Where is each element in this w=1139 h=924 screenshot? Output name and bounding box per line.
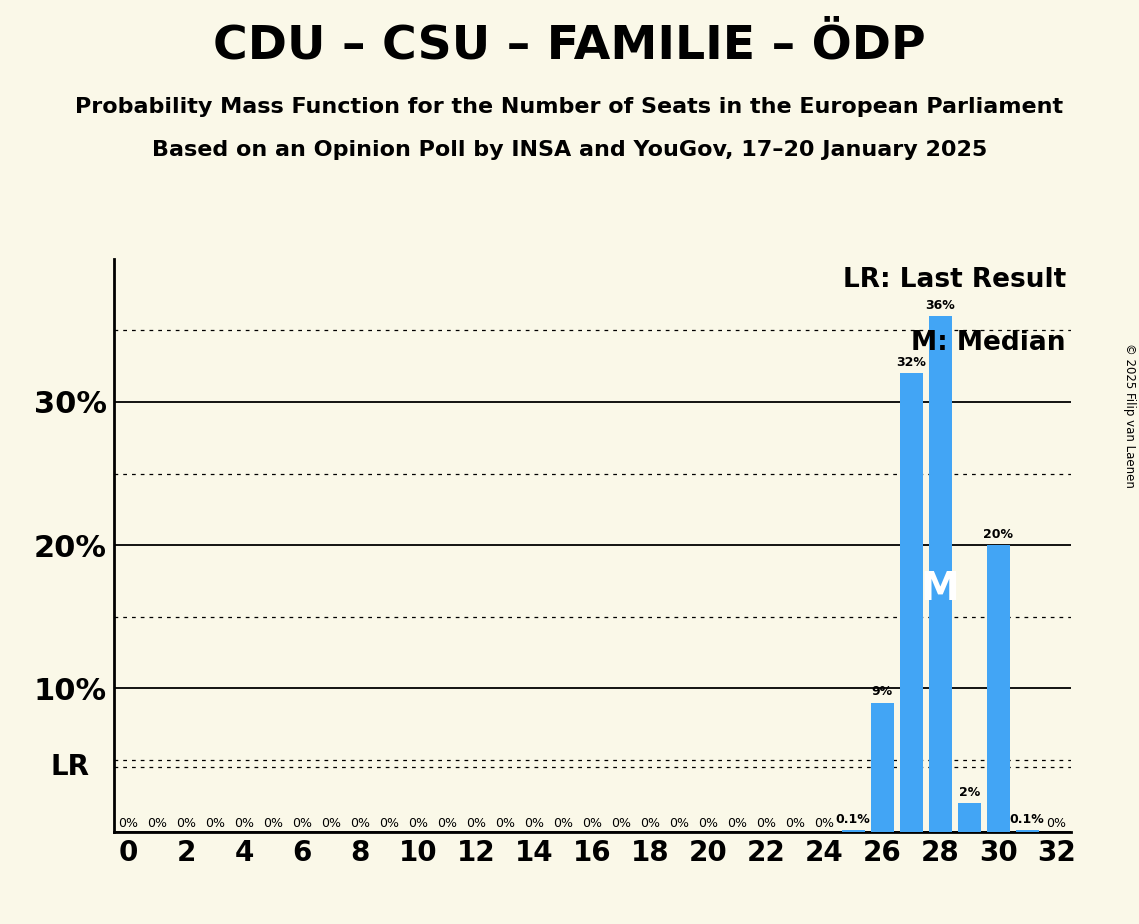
- Text: 0%: 0%: [814, 817, 834, 830]
- Text: 9%: 9%: [871, 686, 893, 699]
- Text: 0%: 0%: [408, 817, 428, 830]
- Text: 0%: 0%: [670, 817, 689, 830]
- Text: 0%: 0%: [495, 817, 515, 830]
- Text: © 2025 Filip van Laenen: © 2025 Filip van Laenen: [1123, 344, 1137, 488]
- Bar: [842, 830, 865, 832]
- Text: M: Median: M: Median: [911, 331, 1066, 357]
- Text: 0%: 0%: [466, 817, 486, 830]
- Text: 0%: 0%: [379, 817, 400, 830]
- Text: 36%: 36%: [925, 298, 956, 311]
- Text: 2%: 2%: [959, 785, 980, 798]
- Bar: [986, 545, 1010, 832]
- Bar: [870, 702, 894, 832]
- Text: 0%: 0%: [351, 817, 370, 830]
- Text: 0%: 0%: [640, 817, 661, 830]
- Text: 0%: 0%: [437, 817, 458, 830]
- Text: 0%: 0%: [785, 817, 805, 830]
- Text: 0%: 0%: [205, 817, 226, 830]
- Text: 0%: 0%: [582, 817, 603, 830]
- Bar: [900, 373, 923, 832]
- Text: 0.1%: 0.1%: [1010, 813, 1044, 826]
- Text: 0%: 0%: [263, 817, 284, 830]
- Text: 0%: 0%: [235, 817, 254, 830]
- Text: 0%: 0%: [524, 817, 544, 830]
- Text: 0%: 0%: [698, 817, 719, 830]
- Bar: [1016, 830, 1039, 832]
- Bar: [928, 316, 952, 832]
- Text: 0.1%: 0.1%: [836, 813, 870, 826]
- Text: Based on an Opinion Poll by INSA and YouGov, 17–20 January 2025: Based on an Opinion Poll by INSA and You…: [151, 140, 988, 161]
- Text: 0%: 0%: [756, 817, 777, 830]
- Text: 20%: 20%: [983, 528, 1014, 541]
- Text: 0%: 0%: [177, 817, 196, 830]
- Text: 0%: 0%: [321, 817, 342, 830]
- Text: 0%: 0%: [1046, 817, 1066, 830]
- Text: LR: LR: [51, 753, 90, 781]
- Text: LR: Last Result: LR: Last Result: [843, 267, 1066, 293]
- Text: 0%: 0%: [554, 817, 573, 830]
- Text: 32%: 32%: [896, 356, 926, 369]
- Text: 0%: 0%: [147, 817, 167, 830]
- Bar: [958, 803, 981, 832]
- Text: 0%: 0%: [118, 817, 139, 830]
- Text: 0%: 0%: [727, 817, 747, 830]
- Text: Probability Mass Function for the Number of Seats in the European Parliament: Probability Mass Function for the Number…: [75, 97, 1064, 117]
- Text: CDU – CSU – FAMILIE – ÖDP: CDU – CSU – FAMILIE – ÖDP: [213, 23, 926, 68]
- Text: 0%: 0%: [612, 817, 631, 830]
- Text: 0%: 0%: [293, 817, 312, 830]
- Text: M: M: [920, 570, 959, 608]
